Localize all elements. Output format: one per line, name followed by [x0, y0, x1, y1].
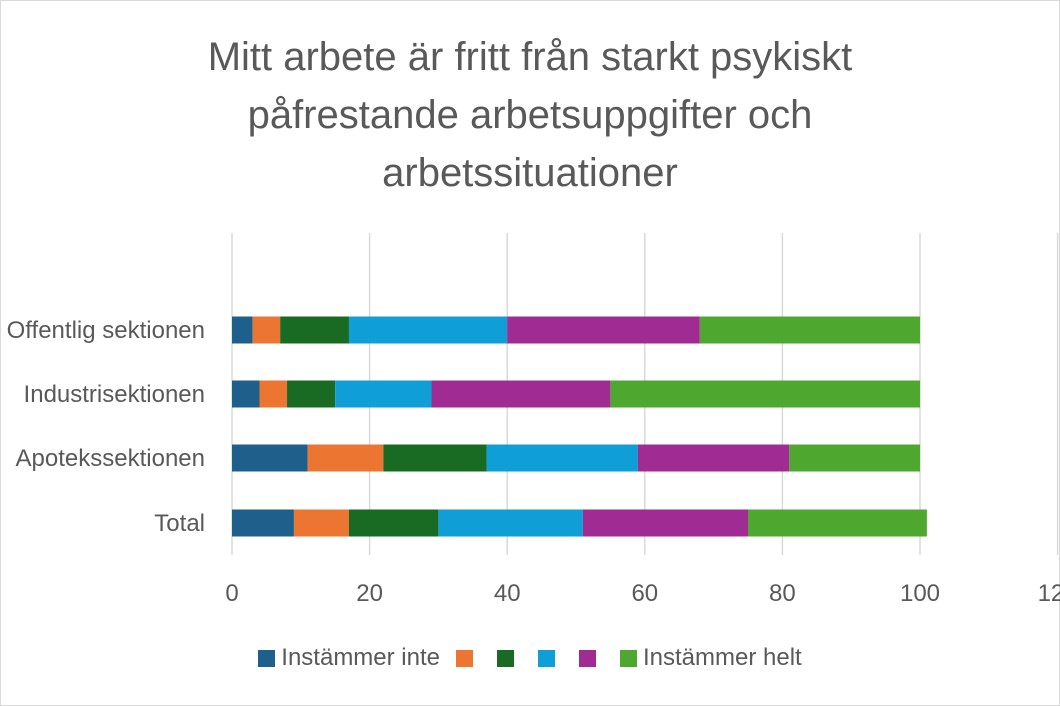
bar-segment: [232, 380, 260, 408]
bar-segment: [280, 316, 349, 344]
bar-segment: [699, 316, 920, 344]
chart-title: Mitt arbete är fritt från starkt psykisk…: [0, 28, 1060, 202]
bar-segment: [348, 316, 508, 344]
x-tick-label: 120: [1038, 580, 1060, 607]
legend-swatch: [538, 649, 555, 667]
bar-segment: [383, 444, 487, 472]
legend-label: Instämmer helt: [643, 644, 802, 671]
x-tick-label: 60: [631, 580, 658, 607]
legend-item: Instämmer helt: [620, 644, 802, 672]
legend-swatch: [497, 649, 514, 667]
bar-segment: [486, 444, 638, 472]
chart-title-line-2: påfrestande arbetsuppgifter och: [247, 93, 813, 137]
legend-item: [456, 649, 481, 667]
bar-segment: [582, 509, 748, 537]
bar-segment: [637, 444, 790, 472]
bar-segment: [431, 380, 611, 408]
legend-item: [538, 649, 563, 667]
legend-swatch: [620, 649, 637, 667]
bar-segment: [348, 509, 439, 537]
legend-item: [579, 649, 604, 667]
legend-item: Instämmer inte: [258, 644, 440, 672]
bar-segment: [259, 380, 288, 408]
bar-segment: [232, 509, 294, 537]
bar-segment: [293, 509, 349, 537]
bar-segment: [307, 444, 384, 472]
bar-segment: [789, 444, 920, 472]
bar-segment: [610, 380, 920, 408]
bar-segment: [252, 316, 281, 344]
x-tick-label: 80: [769, 580, 796, 607]
y-category-label: Offentlig sektionen: [7, 317, 205, 344]
bar-segment: [287, 380, 336, 408]
bar-segment: [335, 380, 432, 408]
x-tick-label: 0: [225, 580, 238, 607]
legend-swatch: [579, 649, 596, 667]
bar-segment: [748, 509, 927, 537]
x-tick-label: 20: [356, 580, 383, 607]
legend-label: Instämmer inte: [281, 644, 440, 671]
chart-title-line-3: arbetssituationer: [382, 151, 678, 195]
bar-segment: [232, 316, 253, 344]
bar-segment: [232, 444, 308, 472]
y-category-label: Apotekssektionen: [16, 445, 205, 472]
bar-segment: [438, 509, 583, 537]
y-category-label: Total: [154, 510, 205, 537]
bar-segment: [507, 316, 700, 344]
legend-swatch: [258, 649, 276, 667]
y-category-label: Industrisektionen: [24, 381, 205, 408]
x-tick-label: 40: [494, 580, 521, 607]
x-tick-label: 100: [900, 580, 940, 607]
legend-item: [497, 649, 522, 667]
plot-area: 0 20 40 60 80 100 120 Offentlig sektionen Indust…: [7, 233, 1060, 607]
legend-swatch: [456, 649, 473, 667]
legend: Instämmer inte Instämmer helt: [0, 640, 1060, 676]
chart-title-line-1: Mitt arbete är fritt från starkt psykisk…: [207, 35, 853, 79]
